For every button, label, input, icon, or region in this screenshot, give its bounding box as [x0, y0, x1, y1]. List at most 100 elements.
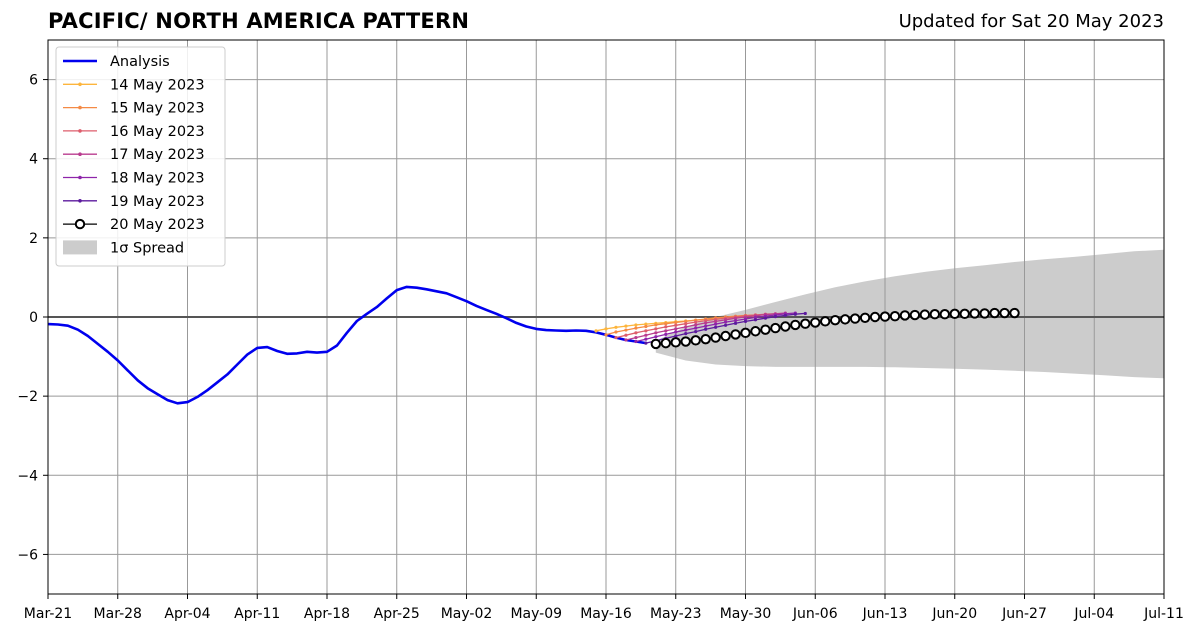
legend-entry: 17 May 2023	[63, 147, 205, 163]
legend-entry: 16 May 2023	[63, 124, 205, 140]
x-tick-label: Jun-27	[1001, 606, 1047, 622]
x-tick-label: Apr-04	[164, 606, 210, 622]
forecast-point	[979, 308, 990, 319]
forecast-point	[614, 335, 618, 340]
forecast-point	[680, 336, 691, 347]
series-layer	[47, 285, 1020, 405]
forecast-point	[684, 322, 688, 326]
forecast-point	[959, 308, 970, 320]
forecast-point	[720, 330, 731, 342]
forecast-point	[674, 320, 678, 325]
legend-marker	[78, 199, 82, 203]
forecast-point	[670, 337, 681, 348]
x-tick-label: May-02	[441, 606, 493, 622]
legend-label: 18 May 2023	[110, 171, 205, 187]
forecast-point	[684, 328, 688, 332]
legend-marker	[74, 218, 86, 230]
forecast-point	[614, 325, 618, 329]
x-tick-label: May-09	[510, 606, 562, 622]
legend-label: 19 May 2023	[110, 194, 205, 210]
legend-marker	[78, 82, 82, 87]
forecast-point	[624, 328, 628, 332]
forecast-point	[723, 318, 728, 322]
forecast-point	[859, 312, 871, 323]
forecast-point	[919, 309, 931, 320]
forecast-point	[634, 331, 638, 335]
legend-entry: 1σ Spread	[63, 240, 184, 256]
x-tick-label: Jul-11	[1143, 606, 1184, 622]
forecast-point	[684, 319, 688, 323]
forecast-point	[939, 309, 950, 320]
forecast-point	[704, 324, 708, 328]
forecast-point	[889, 311, 901, 322]
legend-swatch	[63, 240, 97, 255]
axes-layer: Mar-21 Mar-28 Apr-04 Apr-11 Apr-18 Apr-25 May-…	[17, 39, 1184, 622]
forecast-point	[694, 320, 698, 324]
forecast-point	[684, 332, 688, 336]
legend-entry: 20 May 2023	[63, 217, 205, 233]
forecast-point	[753, 318, 758, 322]
forecast-point	[839, 314, 851, 325]
x-tick-label: May-16	[580, 606, 632, 622]
forecast-point	[730, 329, 741, 340]
forecast-point	[733, 321, 738, 325]
forecast-point	[829, 314, 841, 326]
forecast-point	[969, 308, 980, 319]
forecast-point	[674, 327, 678, 331]
x-tick-label: Jun-06	[792, 606, 838, 622]
forecast-point	[690, 335, 701, 346]
forecast-point	[664, 325, 668, 329]
forecast-point	[723, 320, 728, 324]
forecast-point	[1009, 307, 1020, 319]
legend-entry: 19 May 2023	[63, 194, 205, 210]
chart-title: PACIFIC/ NORTH AMERICA PATTERN	[48, 9, 470, 33]
forecast-point	[849, 313, 861, 324]
y-tick-label: −2	[17, 389, 38, 405]
legend-label: Analysis	[110, 54, 170, 70]
forecast-point	[803, 311, 807, 316]
forecast-point	[674, 334, 678, 338]
forecast-point	[644, 333, 648, 337]
legend-entry: 15 May 2023	[63, 101, 205, 117]
forecast-point	[704, 318, 708, 323]
forecast-point	[714, 325, 718, 329]
forecast-point	[714, 322, 718, 326]
x-tick-label: Mar-21	[24, 606, 72, 622]
forecast-point	[674, 323, 678, 327]
forecast-point	[704, 321, 708, 325]
forecast-point	[899, 310, 911, 321]
forecast-series	[650, 307, 1020, 350]
legend-label: 14 May 2023	[110, 77, 205, 93]
forecast-point	[763, 316, 768, 320]
forecast-point	[743, 319, 748, 323]
forecast-point	[594, 329, 598, 333]
forecast-point	[634, 335, 638, 340]
forecast-point	[999, 307, 1010, 319]
forecast-point	[694, 326, 698, 330]
y-tick-label: 0	[29, 310, 38, 326]
forecast-point	[614, 330, 618, 334]
x-tick-label: Apr-11	[234, 606, 280, 622]
legend-label: 16 May 2023	[110, 124, 205, 140]
legend-box	[55, 46, 226, 267]
forecast-point	[624, 324, 628, 328]
forecast-point	[634, 326, 638, 330]
forecast-point	[700, 333, 711, 345]
legend: Analysis 14 May 2023 15 May 2023 16 May 202…	[55, 46, 226, 267]
legend-entry: Analysis	[63, 54, 170, 70]
forecast-point	[604, 327, 608, 331]
forecast-point	[879, 311, 891, 322]
y-tick-label: 2	[29, 231, 38, 247]
forecast-point	[634, 323, 638, 327]
y-tick-label: 4	[29, 152, 38, 168]
y-tick-label: −4	[17, 468, 38, 484]
forecast-point	[604, 333, 608, 337]
legend-label: 20 May 2023	[110, 217, 205, 233]
forecast-point	[694, 330, 698, 334]
x-tick-label: Jun-20	[931, 606, 977, 622]
forecast-point	[949, 308, 960, 320]
forecast-point	[644, 322, 648, 326]
forecast-point	[674, 330, 678, 334]
x-tick-label: May-23	[650, 606, 702, 622]
forecast-point	[654, 335, 658, 339]
